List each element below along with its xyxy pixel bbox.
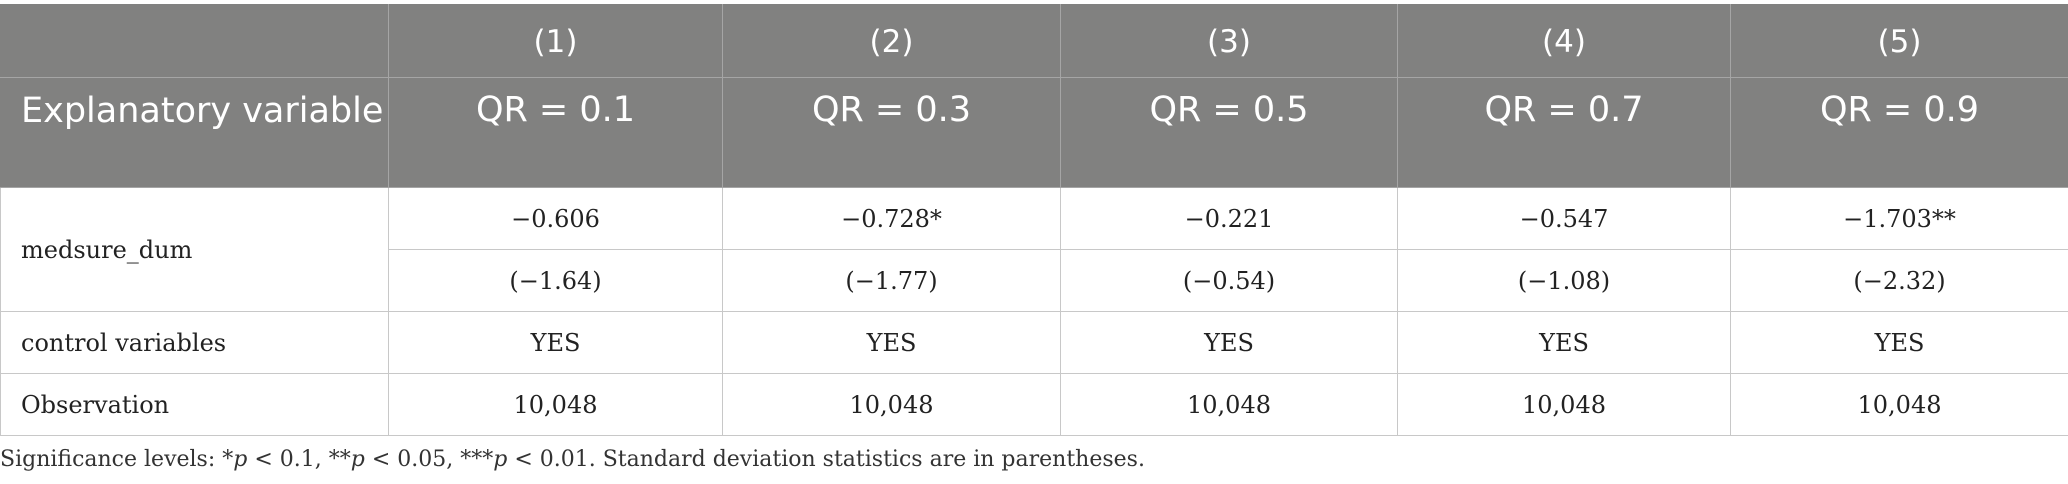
- quantile-header-1: QR = 0.1: [388, 77, 723, 188]
- statistic-cell: (−1.08): [1397, 249, 1731, 312]
- observation-cell: 10,048: [388, 373, 723, 436]
- coefficient-cell: −0.547: [1397, 187, 1731, 250]
- column-number-5: (5): [1730, 4, 2068, 78]
- table-footnote: Significance levels: *p < 0.1, **p < 0.0…: [0, 447, 1145, 472]
- coefficient-cell: −0.221: [1060, 187, 1398, 250]
- quantile-header-2: QR = 0.3: [722, 77, 1061, 188]
- footnote-prefix: Significance levels: *: [0, 447, 234, 472]
- footnote-p-symbol: p: [233, 447, 248, 472]
- regression-table-container: (1) (2) (3) (4) (5) Explanatory variable…: [0, 4, 2068, 436]
- table-row-medsure-coefficients: medsure_dum −0.606 −0.728* −0.221 −0.547…: [0, 187, 2068, 312]
- coefficient-cell: −0.728*: [722, 187, 1061, 250]
- footnote-text: < 0.05, ***: [364, 447, 494, 472]
- table-row-observation: Observation 10,048 10,048 10,048 10,048 …: [0, 373, 2068, 436]
- observation-cell: 10,048: [1730, 373, 2068, 436]
- control-cell: YES: [722, 311, 1061, 374]
- footnote-text: < 0.01. Standard deviation statistics ar…: [507, 447, 1145, 472]
- column-number-3: (3): [1060, 4, 1398, 78]
- column-number-1: (1): [388, 4, 723, 78]
- footnote-text: < 0.1, **: [247, 447, 351, 472]
- statistic-cell: (−0.54): [1060, 249, 1398, 312]
- quantile-header-row: Explanatory variable QR = 0.1 QR = 0.3 Q…: [0, 77, 2068, 188]
- observation-cell: 10,048: [1060, 373, 1398, 436]
- footnote-p-symbol: p: [350, 447, 365, 472]
- quantile-header-5: QR = 0.9: [1730, 77, 2068, 188]
- coefficient-cell: −0.606: [388, 187, 723, 250]
- row-label-medsure: medsure_dum: [0, 187, 389, 312]
- quantile-header-3: QR = 0.5: [1060, 77, 1398, 188]
- observation-cell: 10,048: [722, 373, 1061, 436]
- table-row-control-variables: control variables YES YES YES YES YES: [0, 311, 2068, 374]
- statistic-cell: (−1.77): [722, 249, 1061, 312]
- footnote-p-symbol: p: [493, 447, 508, 472]
- control-cell: YES: [1730, 311, 2068, 374]
- quantile-regression-table: (1) (2) (3) (4) (5) Explanatory variable…: [0, 4, 2068, 436]
- statistic-cell: (−1.64): [388, 249, 723, 312]
- coefficient-cell: −1.703**: [1730, 187, 2068, 250]
- row-label-observation: Observation: [0, 373, 389, 436]
- statistic-cell: (−2.32): [1730, 249, 2068, 312]
- control-cell: YES: [1060, 311, 1398, 374]
- explanatory-variable-header: Explanatory variable: [0, 77, 389, 188]
- row-label-control-variables: control variables: [0, 311, 389, 374]
- quantile-header-4: QR = 0.7: [1397, 77, 1731, 188]
- column-number-row: (1) (2) (3) (4) (5): [0, 4, 2068, 78]
- observation-cell: 10,048: [1397, 373, 1731, 436]
- header-empty-cell: [0, 4, 389, 78]
- column-number-2: (2): [722, 4, 1061, 78]
- control-cell: YES: [1397, 311, 1731, 374]
- control-cell: YES: [388, 311, 723, 374]
- column-number-4: (4): [1397, 4, 1731, 78]
